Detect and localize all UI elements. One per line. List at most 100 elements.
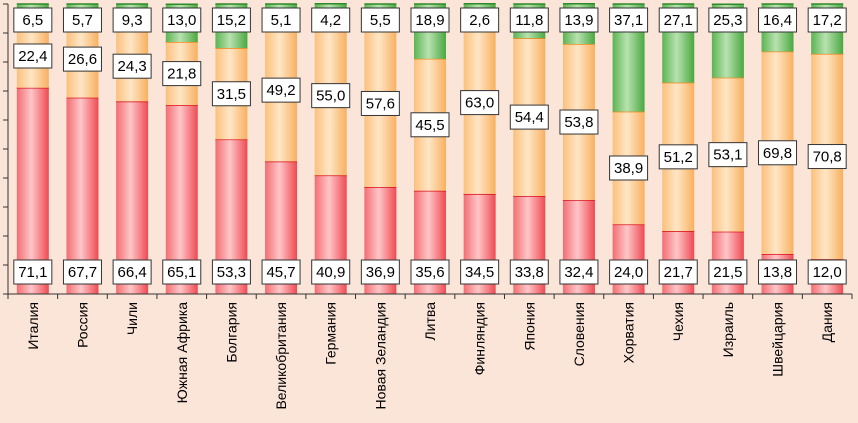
data-label-box-bottom-10 bbox=[460, 259, 500, 285]
data-label-middle-17: 70,8 bbox=[813, 149, 842, 166]
data-label-box-middle-11 bbox=[509, 104, 549, 130]
data-label-box-top-11 bbox=[509, 7, 549, 33]
data-label-box-bottom-16 bbox=[758, 259, 798, 285]
data-label-middle-4: 21,8 bbox=[167, 66, 196, 83]
data-label-box-top-8 bbox=[360, 7, 400, 33]
category-label-9: Литва bbox=[422, 302, 438, 341]
data-label-box-bottom-14 bbox=[658, 259, 698, 285]
category-label-15: Израиль bbox=[720, 302, 736, 357]
category-label-11: Япония bbox=[521, 302, 537, 351]
data-label-top-16: 16,4 bbox=[763, 12, 792, 29]
data-label-box-middle-9 bbox=[410, 112, 450, 138]
data-label-middle-5: 31,5 bbox=[217, 86, 246, 103]
data-label-box-middle-1 bbox=[13, 43, 53, 69]
data-label-box-middle-4 bbox=[162, 61, 202, 87]
data-label-bottom-5: 53,3 bbox=[217, 264, 246, 281]
category-label-4: Южная Африка bbox=[174, 302, 190, 404]
data-label-box-top-14 bbox=[658, 7, 698, 33]
data-label-box-bottom-4 bbox=[162, 259, 202, 285]
data-label-bottom-2: 67,7 bbox=[68, 264, 97, 281]
data-label-middle-7: 55,0 bbox=[316, 88, 345, 105]
data-label-box-bottom-2 bbox=[62, 259, 102, 285]
data-label-bottom-9: 35,6 bbox=[415, 264, 444, 281]
data-label-box-top-6 bbox=[261, 7, 301, 33]
category-labels-layer: Италия Россия Чили Южная Африка Болгария Вели… bbox=[25, 302, 835, 410]
data-label-bottom-13: 24,0 bbox=[614, 264, 643, 281]
data-label-middle-15: 53,1 bbox=[713, 147, 742, 164]
data-label-bottom-11: 33,8 bbox=[515, 264, 544, 281]
data-label-box-middle-17 bbox=[807, 144, 847, 170]
category-label-16: Швейцария bbox=[770, 302, 786, 377]
data-label-box-middle-13 bbox=[609, 155, 649, 181]
data-label-middle-12: 53,8 bbox=[564, 114, 593, 131]
data-label-box-middle-2 bbox=[62, 46, 102, 72]
data-label-box-top-1 bbox=[13, 7, 53, 33]
data-label-middle-11: 54,4 bbox=[515, 109, 544, 126]
data-label-box-top-4 bbox=[162, 7, 202, 33]
data-label-top-15: 25,3 bbox=[713, 12, 742, 29]
data-label-box-middle-15 bbox=[708, 142, 748, 168]
data-label-top-9: 18,9 bbox=[415, 12, 444, 29]
data-label-box-middle-5 bbox=[211, 81, 251, 107]
data-label-middle-1: 22,4 bbox=[18, 48, 47, 65]
data-label-top-2: 5,7 bbox=[72, 12, 93, 29]
data-label-box-top-12 bbox=[559, 7, 599, 33]
data-label-middle-14: 51,2 bbox=[664, 149, 693, 166]
data-label-box-middle-12 bbox=[559, 109, 599, 135]
category-label-8: Новая Зеландия bbox=[372, 302, 388, 409]
data-label-middle-6: 49,2 bbox=[266, 82, 295, 99]
category-label-12: Словения bbox=[571, 302, 587, 366]
data-label-box-bottom-9 bbox=[410, 259, 450, 285]
data-label-top-5: 15,2 bbox=[217, 12, 246, 29]
data-label-bottom-3: 66,4 bbox=[118, 264, 147, 281]
data-label-box-bottom-12 bbox=[559, 259, 599, 285]
data-label-top-11: 11,8 bbox=[515, 12, 543, 29]
data-label-middle-16: 69,8 bbox=[763, 145, 792, 162]
data-label-box-bottom-3 bbox=[112, 259, 152, 285]
data-label-box-bottom-11 bbox=[509, 259, 549, 285]
data-label-bottom-17: 12,0 bbox=[813, 264, 842, 281]
category-label-7: Германия bbox=[323, 302, 339, 365]
category-label-10: Финляндия bbox=[472, 302, 488, 375]
data-label-box-middle-10 bbox=[460, 90, 500, 116]
data-label-box-top-3 bbox=[112, 7, 152, 33]
data-label-bottom-4: 65,1 bbox=[167, 264, 196, 281]
category-label-3: Чили bbox=[124, 302, 140, 335]
data-label-box-bottom-6 bbox=[261, 259, 301, 285]
data-label-box-top-17 bbox=[807, 7, 847, 33]
data-label-box-bottom-13 bbox=[609, 259, 649, 285]
data-label-top-10: 2,6 bbox=[469, 12, 490, 29]
data-label-top-1: 6,5 bbox=[22, 12, 43, 29]
data-label-bottom-16: 13,8 bbox=[763, 264, 792, 281]
data-label-top-4: 13,0 bbox=[167, 12, 196, 29]
data-label-middle-2: 26,6 bbox=[68, 51, 97, 68]
data-label-box-middle-8 bbox=[360, 90, 400, 116]
data-label-top-13: 37,1 bbox=[614, 12, 643, 29]
data-label-box-bottom-1 bbox=[13, 259, 53, 285]
data-label-box-bottom-8 bbox=[360, 259, 400, 285]
data-label-bottom-7: 40,9 bbox=[316, 264, 345, 281]
data-label-top-6: 5,1 bbox=[271, 12, 292, 29]
data-label-middle-3: 24,3 bbox=[118, 58, 147, 75]
category-label-13: Хорватия bbox=[621, 302, 637, 363]
bar-series-3-10 bbox=[463, 3, 496, 12]
data-label-middle-8: 57,6 bbox=[366, 95, 395, 112]
data-label-box-bottom-15 bbox=[708, 259, 748, 285]
data-label-bottom-12: 32,4 bbox=[564, 264, 593, 281]
data-label-box-middle-6 bbox=[261, 77, 301, 103]
data-label-box-middle-14 bbox=[658, 144, 698, 170]
data-label-box-middle-3 bbox=[112, 53, 152, 79]
data-label-box-top-9 bbox=[410, 7, 450, 33]
category-label-1: Италия bbox=[25, 302, 41, 350]
data-label-middle-10: 63,0 bbox=[465, 95, 494, 112]
data-label-bottom-15: 21,5 bbox=[713, 264, 742, 281]
axes-layer bbox=[3, 3, 853, 299]
data-label-box-top-13 bbox=[609, 7, 649, 33]
data-label-top-12: 13,9 bbox=[564, 12, 593, 29]
data-label-box-bottom-17 bbox=[807, 259, 847, 285]
data-label-top-3: 9,3 bbox=[122, 12, 143, 29]
data-label-box-bottom-5 bbox=[211, 259, 251, 285]
category-label-5: Болгария bbox=[223, 302, 239, 363]
data-label-box-bottom-7 bbox=[311, 259, 351, 285]
